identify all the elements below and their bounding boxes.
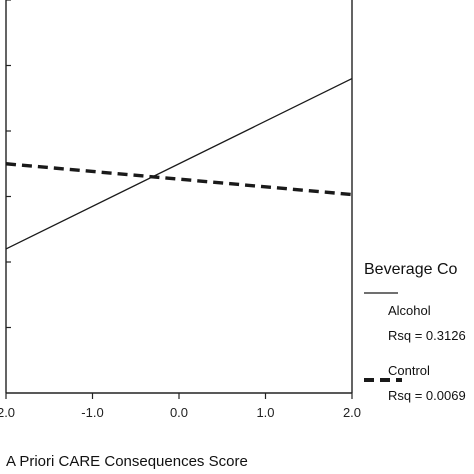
x-tick-label: 0.0 — [170, 405, 188, 420]
x-ticks: 2.0 -1.0 0.0 1.0 2.0 — [0, 393, 361, 420]
series-line-alcohol — [5, 78, 353, 250]
series-line-control — [5, 162, 353, 197]
x-tick-label: 1.0 — [256, 405, 274, 420]
series-layer — [5, 78, 353, 250]
legend-title: Beverage Co — [364, 261, 457, 278]
legend-label-control: Control — [388, 363, 430, 378]
legend-stat-alcohol: Rsq = 0.3126 — [388, 328, 466, 343]
x-axis-label: A Priori CARE Consequences Score — [6, 453, 248, 470]
x-tick-label: 2.0 — [0, 405, 15, 420]
x-tick-label: 2.0 — [343, 405, 361, 420]
plot-area — [5, 0, 353, 394]
legend-label-alcohol: Alcohol — [388, 303, 431, 318]
x-tick-label: -1.0 — [81, 405, 103, 420]
y-ticks — [6, 0, 11, 329]
legend-stat-control: Rsq = 0.0069 — [388, 388, 466, 403]
legend: Beverage Co Alcohol Rsq = 0.3126 Control… — [364, 261, 466, 403]
